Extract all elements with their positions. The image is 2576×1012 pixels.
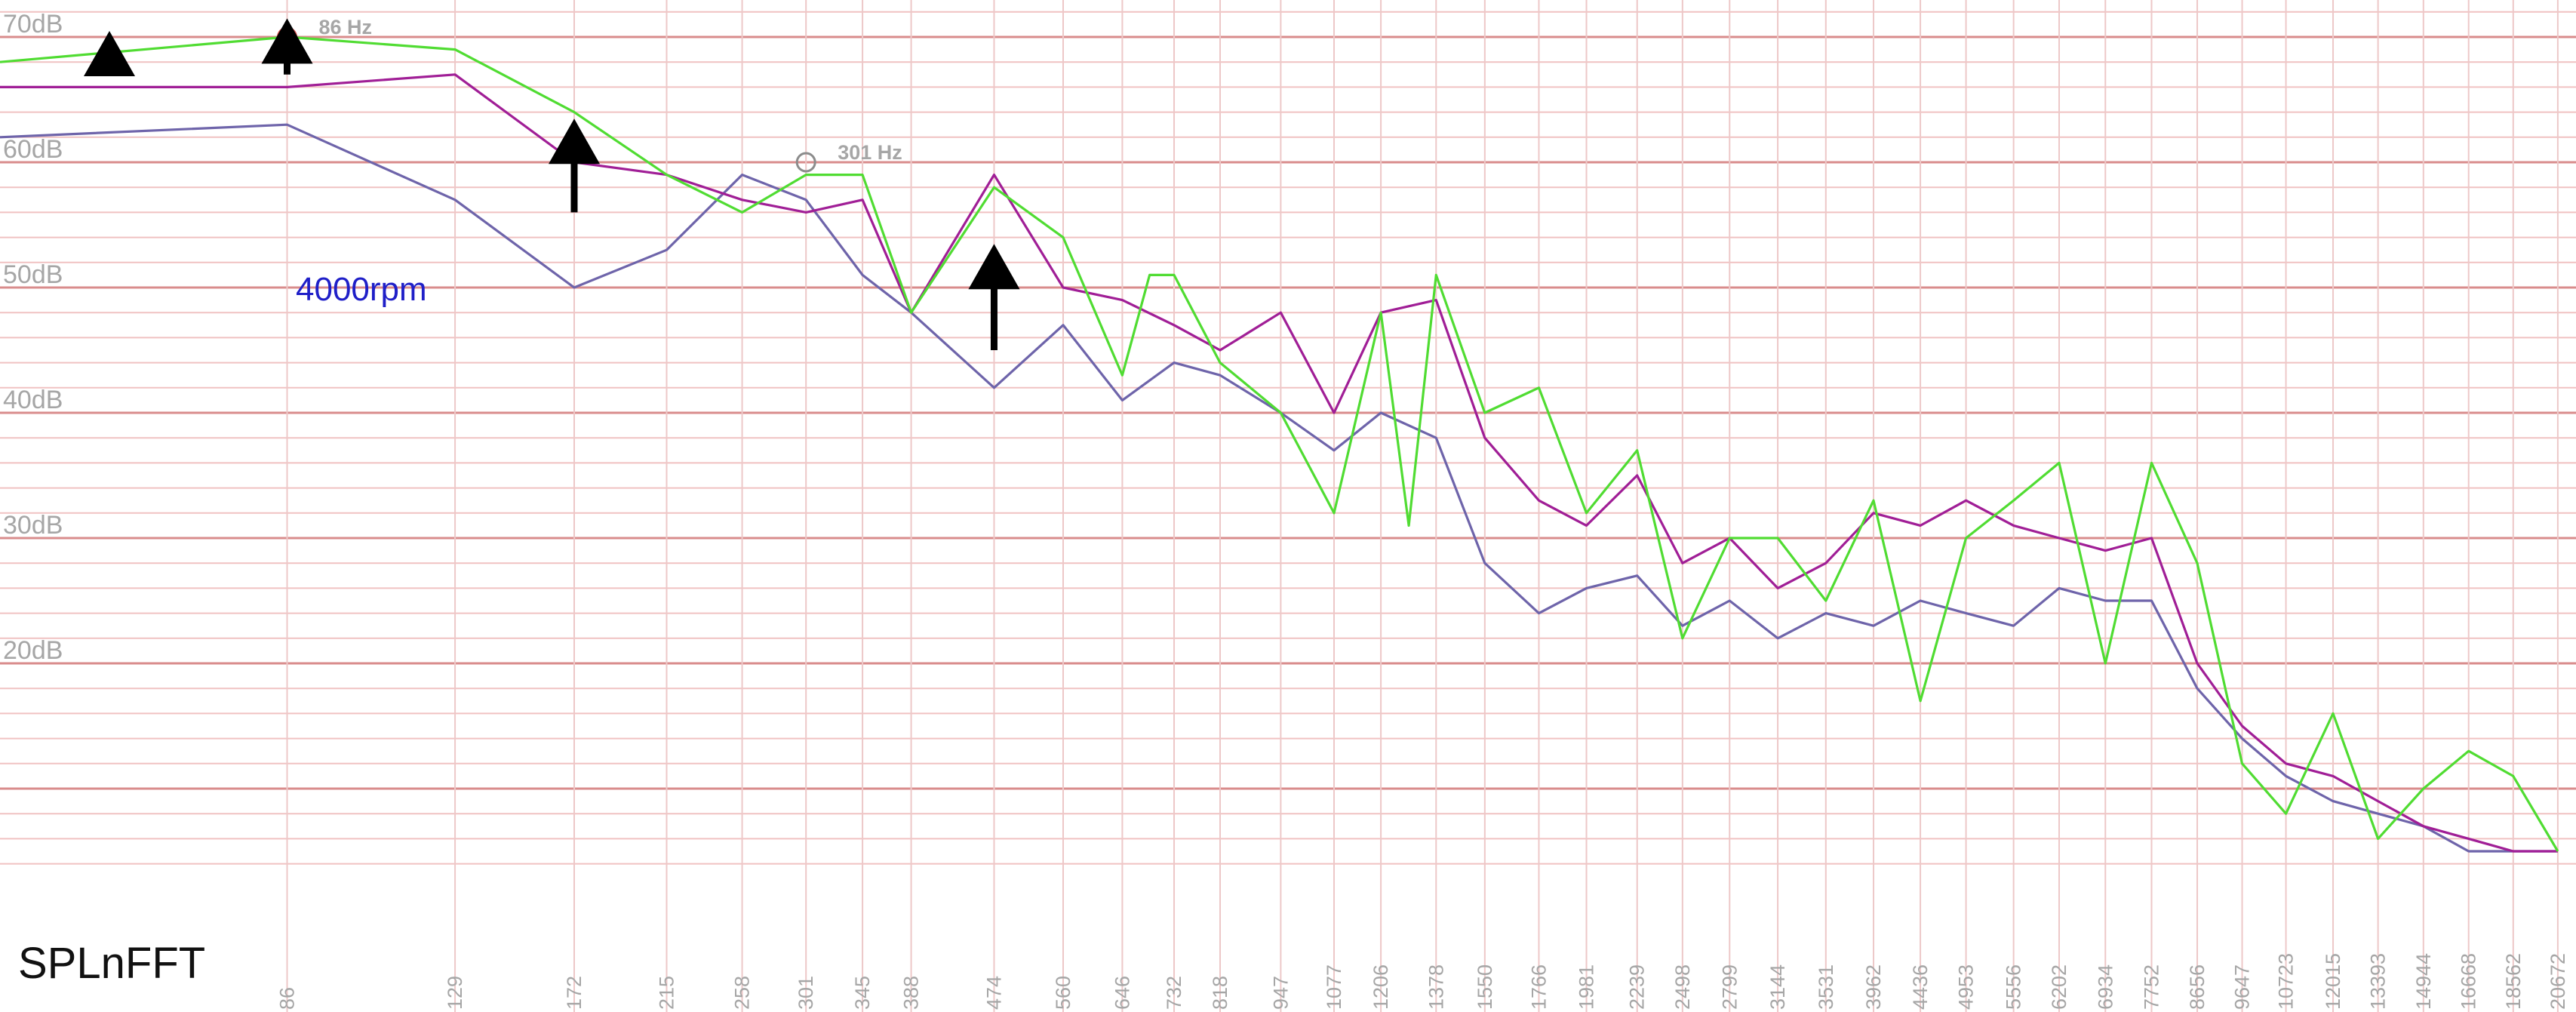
x-tick-label: 14944	[2412, 953, 2435, 1010]
x-tick-label: 8656	[2186, 964, 2209, 1010]
vertical-grid	[286, 0, 2559, 1012]
x-tick-label: 86	[275, 987, 298, 1010]
x-tick-label: 12015	[2322, 953, 2344, 1010]
y-tick-label: 40dB	[3, 386, 63, 414]
annotation-arrow	[968, 244, 1020, 350]
series-layer	[0, 35, 2559, 853]
x-tick-label: 301	[795, 976, 817, 1010]
x-tick-label: 947	[1269, 976, 1292, 1010]
x-tick-label: 5556	[2003, 964, 2025, 1010]
x-tick-label: 3144	[1766, 964, 1789, 1010]
y-tick-label: 20dB	[3, 636, 63, 665]
x-tick-label: 6934	[2094, 964, 2116, 1010]
x-tick-label: 2498	[1671, 964, 1694, 1010]
x-tick-label: 732	[1163, 976, 1185, 1010]
series-line-green	[0, 35, 2559, 852]
x-tick-label: 818	[1209, 976, 1231, 1010]
annotation-arrow	[84, 31, 136, 76]
x-tick-label: 560	[1052, 976, 1074, 1010]
x-tick-label: 129	[444, 976, 466, 1010]
annotation-arrow	[548, 118, 600, 213]
x-tick-label: 1077	[1323, 964, 1345, 1010]
x-tick-label: 474	[982, 976, 1005, 1010]
x-tick-label: 4953	[1955, 964, 1978, 1010]
x-tick-label: 1550	[1474, 964, 1496, 1010]
x-tick-label: 1206	[1369, 964, 1392, 1010]
x-tick-label: 388	[900, 976, 923, 1010]
x-tick-label: 13393	[2367, 953, 2390, 1010]
frequency-marker	[795, 152, 816, 173]
app-label: SPLnFFT	[18, 939, 205, 988]
x-tick-label: 215	[655, 976, 678, 1010]
x-tick-label: 258	[731, 976, 754, 1010]
frequency-marker-label: 301 Hz	[838, 141, 902, 164]
y-tick-label: 60dB	[3, 135, 63, 164]
x-tick-label: 16668	[2458, 953, 2480, 1010]
x-tick-label: 7752	[2140, 964, 2163, 1010]
y-tick-label: 70dB	[3, 10, 63, 38]
x-tick-label: 1766	[1527, 964, 1550, 1010]
x-tick-label: 3531	[1815, 964, 1837, 1010]
rpm-label: 4000rpm	[296, 271, 427, 308]
x-tick-label: 3962	[1862, 964, 1885, 1010]
x-tick-label: 10723	[2275, 953, 2298, 1010]
annotation-arrows	[84, 18, 1020, 350]
series-line-violet	[0, 123, 2558, 853]
x-tick-label: 345	[851, 976, 874, 1010]
y-axis-labels: 70dB 60dB 50dB 40dB 30dB 20dB	[3, 10, 63, 665]
x-tick-label: 4436	[1909, 964, 1932, 1010]
y-tick-label: 30dB	[3, 511, 63, 540]
x-tick-label: 18562	[2502, 953, 2525, 1010]
x-tick-label: 20672	[2547, 953, 2569, 1010]
x-tick-label: 6202	[2048, 964, 2070, 1010]
x-tick-label: 2239	[1626, 964, 1649, 1010]
annotation-arrow	[261, 18, 313, 75]
x-tick-label: 646	[1111, 976, 1133, 1010]
series-line-magenta	[0, 73, 2558, 853]
x-tick-label: 172	[563, 976, 586, 1010]
x-tick-label: 1981	[1575, 964, 1598, 1010]
x-tick-label: 2799	[1718, 964, 1741, 1010]
y-tick-label: 50dB	[3, 260, 63, 289]
x-axis-labels: 86 129 172 215 258 301 345 388 474 560 646 732 818 94…	[275, 953, 2568, 1010]
horizontal-grid	[0, 11, 2576, 865]
x-tick-label: 9647	[2231, 964, 2254, 1010]
frequency-marker-label: 86 Hz	[318, 16, 372, 38]
x-tick-label: 1378	[1425, 964, 1447, 1010]
